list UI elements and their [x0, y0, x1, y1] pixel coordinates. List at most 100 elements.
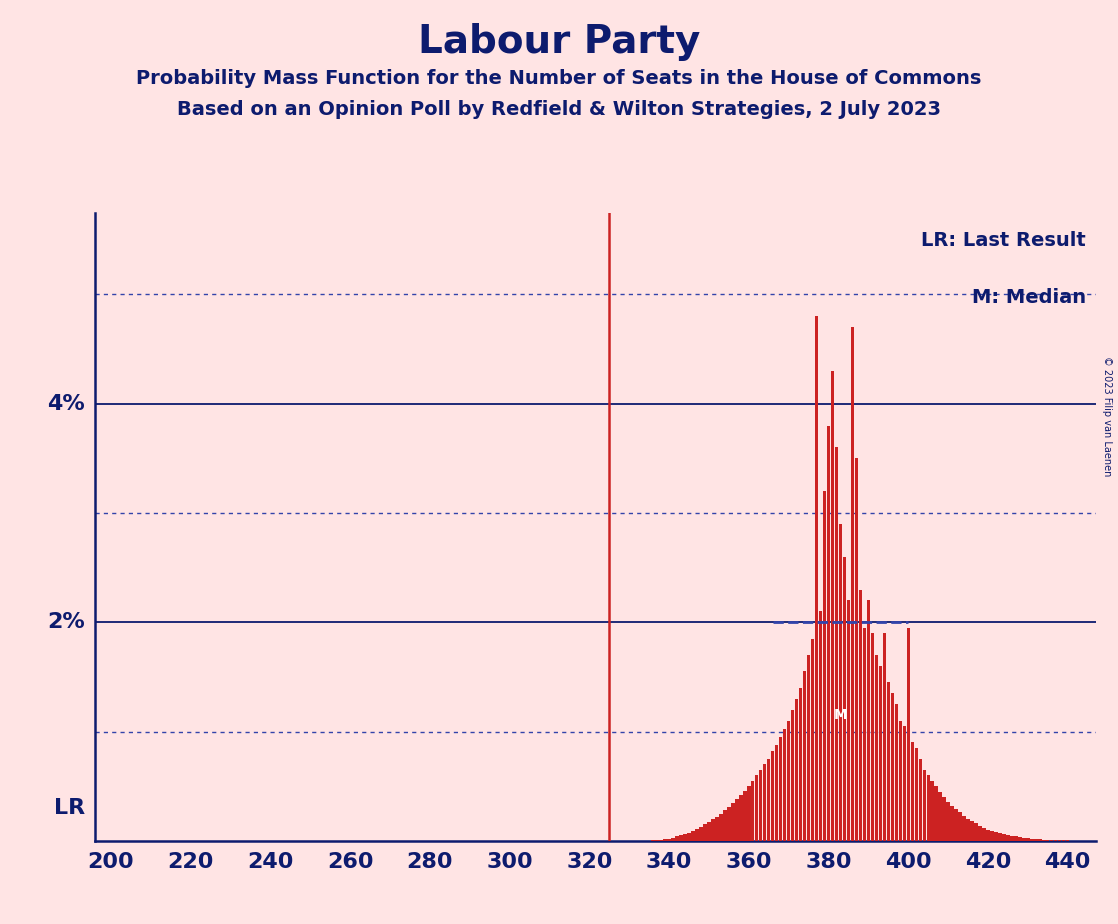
Bar [764, 764, 767, 841]
Bar [727, 807, 730, 841]
Bar [947, 801, 950, 841]
Bar [846, 601, 850, 841]
Bar [955, 809, 958, 841]
Bar [719, 813, 722, 841]
Bar [927, 775, 930, 841]
Bar [935, 786, 938, 841]
Bar [739, 795, 742, 841]
Bar [902, 726, 906, 841]
Bar [978, 825, 982, 841]
Bar [887, 683, 890, 841]
Bar [699, 827, 703, 841]
Bar [998, 833, 1002, 841]
Bar [708, 822, 711, 841]
Bar [831, 371, 834, 841]
Bar [991, 831, 994, 841]
Bar [755, 775, 758, 841]
Text: © 2023 Filip van Laenen: © 2023 Filip van Laenen [1102, 356, 1112, 476]
Bar [922, 770, 926, 841]
Text: M: Median: M: Median [972, 288, 1086, 307]
Bar [899, 721, 902, 841]
Bar [938, 792, 941, 841]
Bar [675, 836, 679, 841]
Text: Based on an Opinion Poll by Redfield & Wilton Strategies, 2 July 2023: Based on an Opinion Poll by Redfield & W… [177, 100, 941, 119]
Bar [680, 835, 683, 841]
Bar [795, 699, 798, 841]
Bar [835, 447, 838, 841]
Bar [695, 829, 699, 841]
Bar [703, 824, 707, 841]
Bar [731, 803, 735, 841]
Bar [874, 655, 878, 841]
Bar [942, 797, 946, 841]
Bar [815, 316, 818, 841]
Bar [1022, 837, 1025, 841]
Bar [1014, 836, 1017, 841]
Bar [1034, 839, 1038, 841]
Bar [1054, 840, 1058, 841]
Bar [930, 781, 934, 841]
Bar [827, 426, 831, 841]
Text: M: M [834, 708, 847, 723]
Bar [736, 799, 739, 841]
Bar [652, 840, 655, 841]
Bar [975, 823, 978, 841]
Bar [1018, 837, 1022, 841]
Text: 4%: 4% [47, 394, 85, 414]
Bar [811, 638, 814, 841]
Bar [691, 831, 694, 841]
Bar [655, 840, 659, 841]
Bar [723, 810, 727, 841]
Text: Probability Mass Function for the Number of Seats in the House of Commons: Probability Mass Function for the Number… [136, 69, 982, 89]
Bar [767, 759, 770, 841]
Bar [986, 830, 989, 841]
Bar [843, 557, 846, 841]
Bar [1062, 840, 1065, 841]
Bar [660, 840, 663, 841]
Bar [716, 817, 719, 841]
Bar [915, 748, 918, 841]
Bar [838, 524, 842, 841]
Bar [751, 781, 755, 841]
Bar [1058, 840, 1061, 841]
Text: LR: Last Result: LR: Last Result [921, 231, 1086, 250]
Bar [787, 721, 790, 841]
Bar [711, 819, 714, 841]
Bar [667, 839, 671, 841]
Bar [851, 327, 854, 841]
Bar [866, 601, 870, 841]
Bar [983, 828, 986, 841]
Bar [1050, 840, 1053, 841]
Bar [1030, 839, 1033, 841]
Bar [966, 819, 969, 841]
Bar [871, 633, 874, 841]
Bar [1042, 840, 1045, 841]
Bar [818, 612, 822, 841]
Bar [672, 837, 675, 841]
Bar [1002, 834, 1006, 841]
Bar [688, 833, 691, 841]
Bar [663, 839, 666, 841]
Text: 2%: 2% [47, 613, 85, 632]
Bar [771, 751, 775, 841]
Bar [970, 821, 974, 841]
Bar [1011, 836, 1014, 841]
Bar [1039, 839, 1042, 841]
Bar [910, 743, 913, 841]
Bar [859, 590, 862, 841]
Bar [1026, 838, 1030, 841]
Bar [891, 693, 894, 841]
Bar [790, 710, 795, 841]
Bar [1046, 840, 1050, 841]
Bar [963, 816, 966, 841]
Bar [1067, 840, 1070, 841]
Text: Labour Party: Labour Party [418, 23, 700, 61]
Bar [747, 786, 750, 841]
Bar [823, 492, 826, 841]
Bar [799, 687, 803, 841]
Bar [775, 745, 778, 841]
Bar [683, 834, 686, 841]
Bar [803, 672, 806, 841]
Bar [950, 806, 954, 841]
Bar [1006, 835, 1010, 841]
